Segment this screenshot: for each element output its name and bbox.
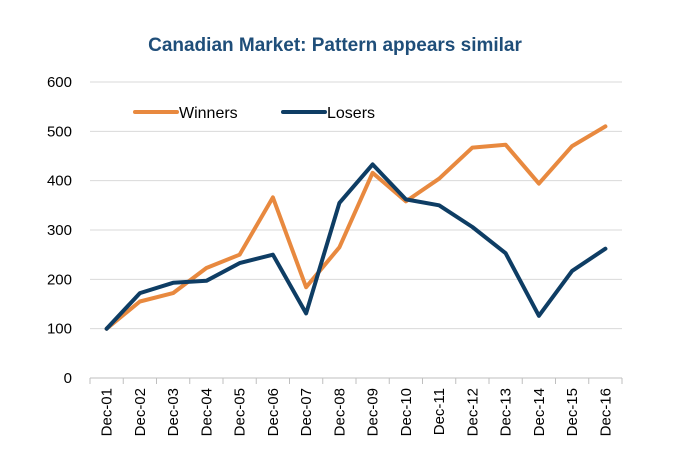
legend-label-winners: Winners — [179, 105, 238, 122]
y-tick-label: 300 — [47, 222, 72, 239]
y-tick-label: 500 — [47, 123, 72, 140]
chart-title: Canadian Market: Pattern appears similar — [148, 35, 522, 56]
x-tick-label: Dec-12 — [464, 388, 481, 436]
x-axis-ticks: Dec-01 Dec-02 Dec-03 Dec-04 Dec-05 Dec-06 Dec-… — [89, 378, 623, 436]
x-tick-label: Dec-09 — [365, 388, 382, 436]
x-tick-label: Dec-08 — [331, 388, 348, 436]
legend-label-losers: Losers — [327, 105, 375, 122]
x-tick-label: Dec-10 — [398, 388, 415, 436]
x-tick-label: Dec-03 — [165, 388, 182, 436]
x-tick-label: Dec-13 — [498, 388, 515, 436]
y-axis-ticks: 0 100 200 300 400 500 600 — [47, 74, 72, 387]
series-lines — [104, 124, 608, 331]
x-tick-label: Dec-04 — [198, 388, 215, 436]
legend: Winners Losers — [133, 105, 375, 122]
x-tick-label: Dec-07 — [298, 388, 315, 436]
gridlines — [90, 81, 622, 379]
y-tick-label: 0 — [64, 370, 72, 387]
x-tick-label: Dec-14 — [531, 388, 548, 436]
x-tick-label: Dec-02 — [132, 388, 149, 436]
x-tick-label: Dec-05 — [232, 388, 249, 436]
x-tick-label: Dec-15 — [564, 388, 581, 436]
y-tick-label: 100 — [47, 321, 72, 338]
y-tick-label: 200 — [47, 271, 72, 288]
y-tick-label: 400 — [47, 173, 72, 190]
x-tick-label: Dec-16 — [597, 388, 614, 436]
x-tick-label: Dec-01 — [99, 388, 116, 436]
x-tick-label: Dec-11 — [431, 388, 448, 435]
x-tick-label: Dec-06 — [265, 388, 282, 436]
series-line-losers — [104, 162, 608, 331]
y-tick-label: 600 — [47, 74, 72, 91]
